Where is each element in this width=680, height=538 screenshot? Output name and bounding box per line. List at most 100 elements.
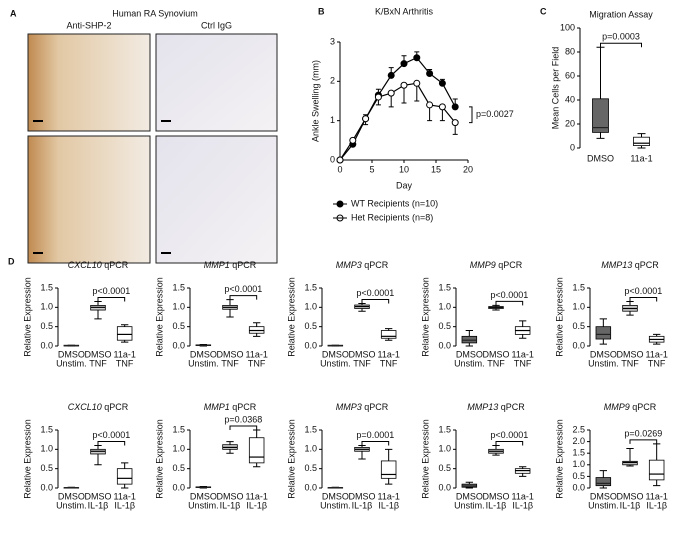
x-tick-label: TNF [221,358,239,368]
y-axis-label: Relative Expression [554,419,564,499]
y-tick-label: 0.5 [572,471,585,481]
whisker [385,328,393,341]
significance-bracket [97,297,126,302]
y-tick-label: 0.0 [572,340,585,350]
x-tick-label: 11a-1 [645,491,667,501]
marker [387,89,395,97]
y-tick-label: 3 [330,36,335,46]
whisker [653,443,661,487]
marker [451,103,459,111]
micrograph [27,135,151,264]
micrograph [27,33,151,132]
whisker [226,441,234,454]
panel-letter: B [318,6,325,16]
x-tick-label: IL-1β [220,500,241,510]
whisker [465,330,473,347]
x-tick-label: 10 [399,164,409,174]
y-tick-label: 1.5 [572,282,585,292]
x-tick-label: 11a-1 [511,491,533,501]
x-tick-label: 11a-1 [630,153,652,163]
y-tick-label: 1 [330,115,335,125]
x-tick-label: TNF [487,358,505,368]
marker [336,156,344,164]
box [116,326,133,341]
x-tick-label: IL-1β [646,500,667,510]
x-tick-label: Unstim. [454,500,485,510]
whisker [653,333,661,345]
y-tick-label: 1.5 [438,424,451,434]
whisker [492,444,500,456]
y-tick-label: 1.0 [572,302,585,312]
y-tick-label: 0.0 [172,482,185,492]
annotation: p<0.0001 [490,430,528,440]
y-tick-label: 0 [330,154,335,164]
marker [426,69,434,77]
whisker [626,301,634,316]
x-tick-label: IL-1β [620,500,641,510]
panel-letter: C [540,6,547,16]
box [595,326,612,340]
box [380,330,397,339]
whisker [121,462,129,489]
y-axis-label: Mean Cells per Field [550,47,560,130]
x-tick-label: Unstim. [56,358,87,368]
marker [400,81,408,89]
y-tick-label: 1.5 [172,424,185,434]
y-axis-label: Relative Expression [554,277,564,357]
annotation: p=0.0269 [624,428,662,438]
y-tick-label: 0.5 [40,463,53,473]
y-tick-label: 20 [565,118,575,128]
x-tick-label: DMSO [590,349,617,359]
y-axis-label: Relative Expression [286,277,296,357]
y-tick-label: 1.5 [40,282,53,292]
x-tick-label: IL-1β [246,500,267,510]
chart-title: MMP3 qPCR [336,260,389,270]
x-tick-label: Unstim. [588,358,619,368]
y-tick-label: 0.5 [438,463,451,473]
x-tick-label: Unstim. [188,358,219,368]
x-tick-label: IL-1β [512,500,533,510]
x-tick-label: DMSO [587,153,614,163]
y-tick-label: 0 [570,142,575,152]
x-tick-label: DMSO [58,349,85,359]
x-tick-label: 11a-1 [113,349,135,359]
x-tick-label: 11a-1 [511,349,533,359]
marker [426,101,434,109]
x-tick-label: DMSO [456,491,483,501]
significance-bracket [629,297,658,302]
box [592,98,609,133]
y-tick-label: 1.0 [40,444,53,454]
x-tick-label: 11a-1 [113,491,135,501]
x-tick-label: DMSO [483,491,510,501]
legend-label: WT Recipients (n=10) [351,198,438,208]
y-tick-label: 1.0 [172,302,185,312]
chart-title: MMP9 qPCR [470,260,523,270]
annotation: p<0.0001 [92,286,130,296]
y-tick-label: 0.0 [438,482,451,492]
x-tick-label: DMSO [349,349,376,359]
y-tick-label: 0.5 [438,321,451,331]
y-tick-label: 1.5 [172,282,185,292]
whisker [519,320,527,339]
x-tick-label: Unstim. [454,358,485,368]
chart-title: MMP13 qPCR [601,260,659,270]
y-tick-label: 1.0 [304,302,317,312]
marker [438,79,446,87]
x-tick-label: Unstim. [188,500,219,510]
micrograph [155,135,278,264]
chart-title: CXCL10 qPCR [68,402,129,412]
x-tick-label: IL-1β [114,500,135,510]
y-tick-label: 2 [330,76,335,86]
y-tick-label: 1.5 [40,424,53,434]
x-tick-label: DMSO [217,349,244,359]
chart-title: Migration Assay [589,9,653,19]
series-line [339,82,456,161]
x-tick-label: 11a-1 [245,491,267,501]
marker [438,103,446,111]
x-tick-label: TNF [621,358,639,368]
chart-title: K/BxN Arthritis [375,6,434,16]
y-tick-label: 0.0 [438,340,451,350]
y-tick-label: 1.0 [304,444,317,454]
x-tick-label: DMSO [456,349,483,359]
